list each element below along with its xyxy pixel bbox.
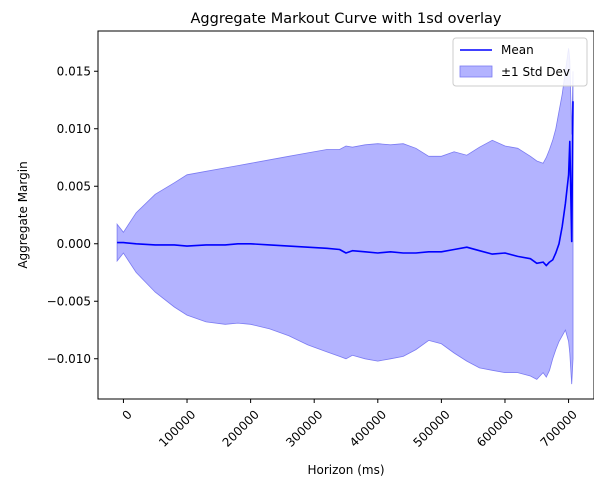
y-axis-ticks: −0.010 −0.005 0.000 0.005 0.010 0.015 [47,64,98,366]
mean-line [117,101,574,267]
y-tick-label: 0.015 [57,64,91,78]
mean-line-layer [117,101,574,267]
x-axis-ticks: 0 100000 200000 300000 400000 500000 600000 700… [119,399,580,450]
x-tick-label: 600000 [474,407,516,449]
axes-frame [97,30,594,400]
y-tick-label: −0.005 [47,294,91,308]
legend-band-label: ±1 Std Dev [501,65,570,79]
y-tick-label: 0.005 [57,179,91,193]
legend-band-swatch [459,65,493,78]
std-dev-band-layer [116,48,574,385]
chart-title: Aggregate Markout Curve with 1sd overlay [191,11,502,27]
legend: Mean ±1 Std Dev [452,37,588,87]
x-tick-label: 100000 [156,407,198,449]
legend-mean-label: Mean [501,43,534,57]
plot-area [116,48,574,385]
std-dev-band [116,48,574,385]
x-tick-label: 300000 [283,407,325,449]
x-tick-label: 0 [119,407,134,422]
y-tick-label: 0.000 [57,237,91,251]
y-tick-label: −0.010 [47,352,91,366]
x-tick-label: 400000 [347,407,389,449]
y-axis-label: Aggregate Margin [16,161,30,268]
x-tick-label: 500000 [410,407,452,449]
x-tick-label: 200000 [220,407,262,449]
x-tick-label: 700000 [538,407,580,449]
y-tick-label: 0.010 [57,122,91,136]
x-axis-label: Horizon (ms) [308,463,385,477]
